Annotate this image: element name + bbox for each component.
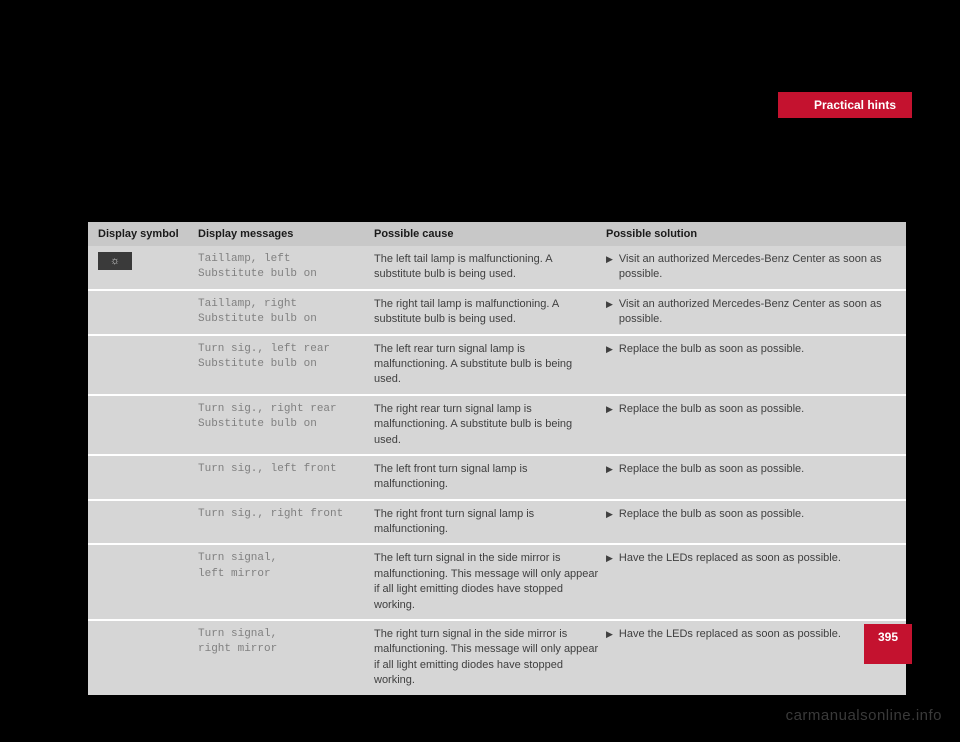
bullet-arrow-icon: ▶ [606,508,613,538]
page-number-badge: 395 [864,624,912,664]
cell-symbol [88,295,198,330]
table-row: Taillamp, right Substitute bulb onThe ri… [88,289,906,334]
solution-text: Have the LEDs replaced as soon as possib… [619,551,896,613]
solution-text: Have the LEDs replaced as soon as possib… [619,627,896,689]
cell-symbol [88,505,198,540]
cell-cause: The right rear turn signal lamp is malfu… [374,400,606,450]
cell-symbol: ☼ [88,250,198,285]
bullet-arrow-icon: ▶ [606,253,613,283]
table-row: Turn sig., left frontThe left front turn… [88,454,906,499]
cell-message: Turn sig., right front [198,505,374,540]
cell-symbol [88,340,198,390]
header-solution: Possible solution [606,228,906,240]
solution-text: Replace the bulb as soon as possible. [619,402,896,448]
cell-message: Turn signal, left mirror [198,549,374,615]
cell-message: Turn sig., right rear Substitute bulb on [198,400,374,450]
bullet-arrow-icon: ▶ [606,403,613,448]
table-row: Turn sig., right rear Substitute bulb on… [88,394,906,454]
cell-solution: ▶Replace the bulb as soon as possible. [606,460,906,495]
cell-cause: The right front turn signal lamp is malf… [374,505,606,540]
cell-solution: ▶Replace the bulb as soon as possible. [606,340,906,390]
table-row: Turn sig., right frontThe right front tu… [88,499,906,544]
section-tab-title: Practical hints [814,98,896,112]
bullet-arrow-icon: ▶ [606,628,613,689]
bullet-arrow-icon: ▶ [606,552,613,613]
cell-symbol [88,625,198,691]
cell-message: Taillamp, right Substitute bulb on [198,295,374,330]
header-cause: Possible cause [374,228,606,240]
table-body: ☼Taillamp, left Substitute bulb onThe le… [88,246,906,695]
page-number: 395 [878,630,898,644]
cell-cause: The left rear turn signal lamp is malfun… [374,340,606,390]
cell-cause: The right turn signal in the side mirror… [374,625,606,691]
cell-symbol [88,400,198,450]
cell-solution: ▶Replace the bulb as soon as possible. [606,400,906,450]
solution-text: Replace the bulb as soon as possible. [619,462,896,493]
cell-solution: ▶Have the LEDs replaced as soon as possi… [606,549,906,615]
cell-cause: The right tail lamp is malfunctioning. A… [374,295,606,330]
section-tab: Practical hints [778,92,912,118]
cell-solution: ▶Have the LEDs replaced as soon as possi… [606,625,906,691]
cell-symbol [88,549,198,615]
lamp-icon: ☼ [98,252,132,270]
bullet-arrow-icon: ▶ [606,463,613,493]
header-symbol: Display symbol [88,228,198,240]
cell-solution: ▶Replace the bulb as soon as possible. [606,505,906,540]
messages-table: Display symbol Display messages Possible… [88,222,906,695]
table-row: Turn sig., left rear Substitute bulb onT… [88,334,906,394]
cell-message: Turn signal, right mirror [198,625,374,691]
cell-symbol [88,460,198,495]
solution-text: Visit an authorized Mercedes-Benz Center… [619,252,896,283]
solution-text: Replace the bulb as soon as possible. [619,342,896,388]
solution-text: Replace the bulb as soon as possible. [619,507,896,538]
bullet-arrow-icon: ▶ [606,343,613,388]
cell-cause: The left front turn signal lamp is malfu… [374,460,606,495]
solution-text: Visit an authorized Mercedes-Benz Center… [619,297,896,328]
watermark-text: carmanualsonline.info [786,707,942,724]
table-row: Turn signal, left mirrorThe left turn si… [88,543,906,619]
table-row: ☼ Taillamp, left Substitute bulb onThe le… [88,246,906,289]
table-row: Turn signal, right mirrorThe right turn … [88,619,906,695]
cell-solution: ▶Visit an authorized Mercedes-Benz Cente… [606,295,906,330]
cell-message: Turn sig., left rear Substitute bulb on [198,340,374,390]
bullet-arrow-icon: ▶ [606,298,613,328]
cell-cause: The left tail lamp is malfunctioning. A … [374,250,606,285]
header-messages: Display messages [198,228,374,240]
cell-solution: ▶Visit an authorized Mercedes-Benz Cente… [606,250,906,285]
cell-message: Taillamp, left Substitute bulb on [198,250,374,285]
table-header-row: Display symbol Display messages Possible… [88,222,906,246]
cell-message: Turn sig., left front [198,460,374,495]
cell-cause: The left turn signal in the side mirror … [374,549,606,615]
